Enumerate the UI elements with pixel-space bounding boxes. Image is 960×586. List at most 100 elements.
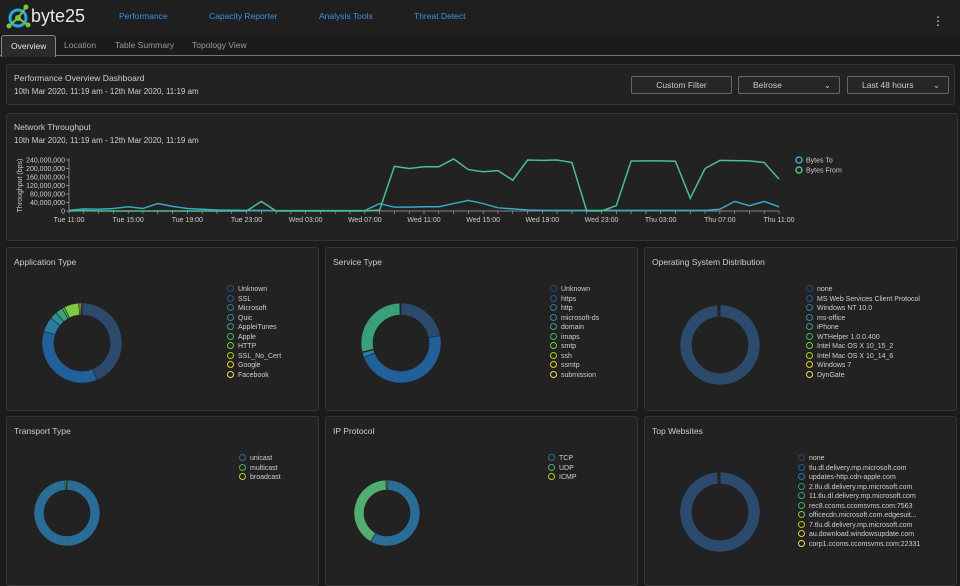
legend-item[interactable]: Intel Mac OS X 10_14_6	[806, 352, 920, 362]
location-select[interactable]: Belrose⌄	[738, 76, 840, 94]
legend-item[interactable]: SSL_No_Cert	[227, 352, 281, 362]
legend-marker	[806, 295, 813, 302]
legend-label: Bytes To	[806, 158, 833, 165]
tab-table-summary[interactable]: Table Summary	[106, 35, 183, 56]
legend-item[interactable]: TCP	[548, 454, 577, 464]
legend-label: ICMP	[559, 474, 577, 481]
legend-item[interactable]: Unknown	[227, 285, 281, 295]
x-tick-label: Thu 07:00	[704, 217, 736, 224]
legend-marker	[798, 483, 805, 490]
legend-item[interactable]: ms-office	[806, 314, 920, 324]
legend-item[interactable]: Unknown	[550, 285, 599, 295]
legend-item[interactable]: http	[550, 304, 599, 314]
legend-marker	[798, 492, 805, 499]
legend-item[interactable]: Facebook	[227, 371, 281, 381]
custom-filter-button[interactable]: Custom Filter	[631, 76, 732, 94]
y-tick-label: 0	[61, 209, 65, 216]
legend-item[interactable]: Windows 7	[806, 361, 920, 371]
legend-label: corp1.ccoms.ccomsvms.com:22331	[809, 541, 920, 548]
legend-item[interactable]: officecdn.microsoft.com.edgesuit...	[798, 511, 920, 521]
legend-item[interactable]: AppleiTunes	[227, 323, 281, 333]
tab-topology-view[interactable]: Topology View	[183, 35, 256, 56]
legend-item[interactable]: ICMP	[548, 473, 577, 483]
legend-item[interactable]: updates-http.cdn-apple.com	[798, 473, 920, 483]
legend-item[interactable]: ssh	[550, 352, 599, 362]
legend-marker	[798, 540, 805, 547]
nav-capacity-reporter[interactable]: Capacity Reporter	[209, 11, 278, 21]
legend-item[interactable]: none	[806, 285, 920, 295]
legend-label: imaps	[561, 334, 580, 341]
byte25-logo[interactable]	[5, 3, 33, 31]
legend-item[interactable]: WTHelper 1.0.0.400	[806, 333, 920, 343]
legend-item[interactable]: Windows NT 10.0	[806, 304, 920, 314]
panel-title: Service Type	[333, 257, 382, 267]
legend-item[interactable]: corp1.ccoms.ccomsvms.com:22331	[798, 540, 920, 550]
nav-analysis-tools[interactable]: Analysis Tools	[319, 11, 373, 21]
legend-marker	[796, 167, 802, 173]
top-bar: byte25 Performance Capacity Reporter Ana…	[0, 0, 960, 34]
legend-item[interactable]: Apple	[227, 333, 281, 343]
legend-item[interactable]: 7.tlu.dl.delivery.mp.microsoft.com	[798, 521, 920, 531]
legend-item[interactable]: rec8.ccoms.ccomsvms.com:7563	[798, 502, 920, 512]
legend-marker	[806, 371, 813, 378]
tab-overview[interactable]: Overview	[1, 35, 56, 57]
x-tick-label: Wed 03:00	[289, 217, 323, 224]
legend-item[interactable]: https	[550, 295, 599, 305]
legend-marker	[550, 352, 557, 359]
legend-item[interactable]: 11.tlu.dl.delivery.mp.microsoft.com	[798, 492, 920, 502]
legend-label: Windows NT 10.0	[817, 305, 872, 312]
legend-marker	[550, 304, 557, 311]
legend-item[interactable]: Microsoft	[227, 304, 281, 314]
kebab-menu-icon[interactable]: ···	[934, 14, 942, 26]
date-range: 10th Mar 2020, 11:19 am - 12th Mar 2020,…	[14, 87, 199, 96]
tab-location[interactable]: Location	[55, 35, 105, 56]
legend-marker	[806, 352, 813, 359]
period-select[interactable]: Last 48 hours⌄	[847, 76, 949, 94]
legend-marker	[806, 314, 813, 321]
legend-item[interactable]: HTTP	[227, 342, 281, 352]
legend-item[interactable]: au.download.windowsupdate.com	[798, 530, 920, 540]
legend-item[interactable]: domain	[550, 323, 599, 333]
legend-item[interactable]: SSL	[227, 295, 281, 305]
legend-item[interactable]: ssmtp	[550, 361, 599, 371]
legend-label: Apple	[238, 334, 256, 341]
legend-item[interactable]: iPhone	[806, 323, 920, 333]
legend-label: Unknown	[238, 286, 267, 293]
legend-label: http	[561, 305, 573, 312]
legend-marker	[227, 295, 234, 302]
legend-item[interactable]: Google	[227, 361, 281, 371]
legend-item[interactable]: broadcast	[239, 473, 281, 483]
legend-item[interactable]: 2.tlu.dl.delivery.mp.microsoft.com	[798, 483, 920, 493]
legend-item[interactable]: UDP	[548, 464, 577, 474]
legend-item[interactable]: Intel Mac OS X 10_15_2	[806, 342, 920, 352]
legend-label: ssh	[561, 353, 572, 360]
legend-item[interactable]: DynGate	[806, 371, 920, 381]
tab-bar: Overview Location Table Summary Topology…	[0, 35, 960, 56]
nav-threat-detect[interactable]: Threat Detect	[414, 11, 466, 21]
x-tick-label: Wed 15:00	[466, 217, 500, 224]
legend-item[interactable]: Quic	[227, 314, 281, 324]
legend-item[interactable]: unicast	[239, 454, 281, 464]
legend-label: rec8.ccoms.ccomsvms.com:7563	[809, 503, 912, 510]
legend-label: AppleiTunes	[238, 324, 277, 331]
legend-item[interactable]: multicast	[239, 464, 281, 474]
legend-item[interactable]: imaps	[550, 333, 599, 343]
legend-item[interactable]: tlu.dl.delivery.mp.microsoft.com	[798, 464, 920, 474]
legend-item[interactable]: microsoft-ds	[550, 314, 599, 324]
x-tick-label: Tue 23:00	[231, 217, 262, 224]
legend-item[interactable]: none	[798, 454, 920, 464]
nav-performance[interactable]: Performance	[119, 11, 168, 21]
legend-label: submission	[561, 372, 596, 379]
legend-label: microsoft-ds	[561, 315, 599, 322]
legend-label: none	[809, 455, 825, 462]
legend-item[interactable]: MS Web Services Client Protocol	[806, 295, 920, 305]
legend-marker	[798, 502, 805, 509]
legend-item[interactable]: smtp	[550, 342, 599, 352]
legend-item[interactable]: submission	[550, 371, 599, 381]
legend-marker	[227, 352, 234, 359]
legend-label: 7.tlu.dl.delivery.mp.microsoft.com	[809, 522, 912, 529]
y-axis-label: Throughput (bps)	[17, 159, 24, 213]
legend-label: SSL	[238, 296, 251, 303]
